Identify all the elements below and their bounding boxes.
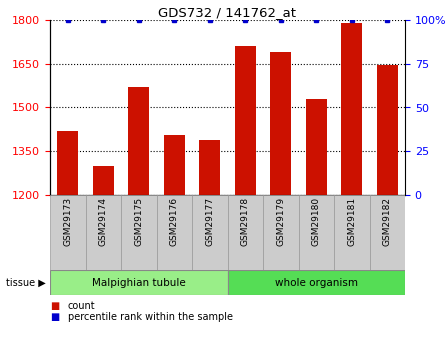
Bar <box>164 135 185 195</box>
Bar <box>334 195 369 270</box>
Bar <box>50 195 85 270</box>
Text: tissue ▶: tissue ▶ <box>6 277 45 287</box>
Text: GSM29179: GSM29179 <box>276 197 285 246</box>
Bar <box>121 195 157 270</box>
Text: Malpighian tubule: Malpighian tubule <box>92 277 186 287</box>
Text: GSM29177: GSM29177 <box>205 197 214 246</box>
Bar <box>299 195 334 270</box>
Text: GSM29176: GSM29176 <box>170 197 179 246</box>
Bar <box>199 140 220 195</box>
Text: GSM29174: GSM29174 <box>99 197 108 246</box>
Bar <box>306 99 327 195</box>
Bar <box>270 52 291 195</box>
Bar <box>157 195 192 270</box>
Text: whole organism: whole organism <box>275 277 358 287</box>
Bar <box>369 195 405 270</box>
Bar <box>376 65 398 195</box>
Bar <box>57 131 78 195</box>
Text: GSM29173: GSM29173 <box>63 197 72 246</box>
Title: GDS732 / 141762_at: GDS732 / 141762_at <box>158 6 296 19</box>
Bar <box>50 270 227 295</box>
Text: GSM29182: GSM29182 <box>383 197 392 246</box>
Text: percentile rank within the sample: percentile rank within the sample <box>68 312 233 322</box>
Bar <box>93 166 114 195</box>
Text: ■: ■ <box>50 312 59 322</box>
Text: GSM29175: GSM29175 <box>134 197 143 246</box>
Text: GSM29180: GSM29180 <box>312 197 321 246</box>
Bar <box>227 270 405 295</box>
Bar <box>341 23 362 195</box>
Bar <box>85 195 121 270</box>
Text: count: count <box>68 301 95 311</box>
Bar <box>128 87 150 195</box>
Bar <box>263 195 299 270</box>
Text: GSM29181: GSM29181 <box>347 197 356 246</box>
Text: ■: ■ <box>50 301 59 311</box>
Bar <box>192 195 227 270</box>
Text: GSM29178: GSM29178 <box>241 197 250 246</box>
Bar <box>235 46 256 195</box>
Bar <box>227 195 263 270</box>
